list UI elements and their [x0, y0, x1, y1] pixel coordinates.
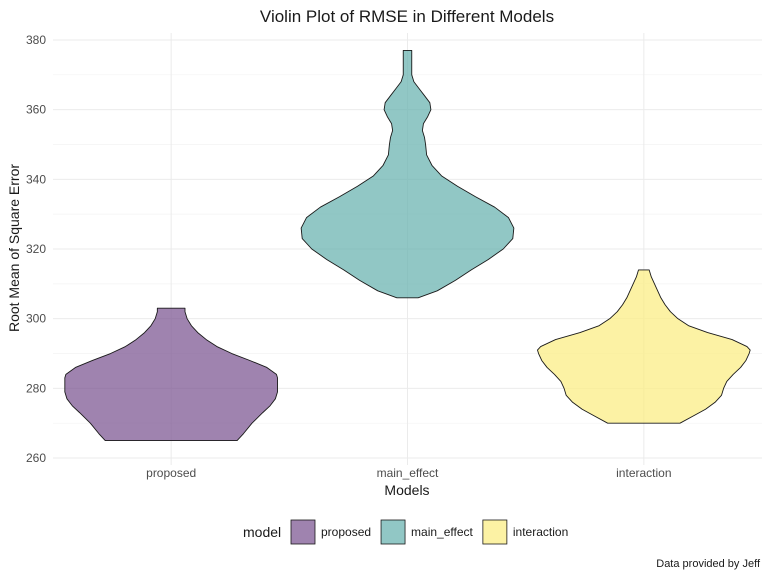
- violin-interaction: [537, 269, 751, 424]
- legend-key-proposed: [290, 519, 316, 545]
- y-tick-label: 320: [26, 242, 46, 256]
- x-axis-ticks: proposed main_effect interaction: [146, 466, 671, 480]
- legend-items: proposed main_effect interaction: [290, 519, 568, 545]
- y-axis-title: Root Mean of Square Error: [6, 164, 22, 332]
- violin-proposed: [64, 307, 278, 442]
- y-axis-ticks: 260 280 300 320 340 360 380: [26, 33, 46, 465]
- legend-label-proposed: proposed: [321, 525, 371, 539]
- y-tick-label: 280: [26, 381, 46, 395]
- x-axis-title: Models: [384, 482, 429, 498]
- x-tick-label: proposed: [146, 466, 196, 480]
- violin-main_effect: [300, 49, 515, 299]
- legend-title: model: [243, 524, 281, 540]
- y-tick-label: 380: [26, 33, 46, 47]
- violins: [64, 49, 751, 442]
- caption: Data provided by Jeff: [656, 558, 761, 570]
- y-tick-label: 300: [26, 312, 46, 326]
- x-tick-label: interaction: [616, 466, 671, 480]
- legend-label-interaction: interaction: [513, 525, 568, 539]
- legend-label-main_effect: main_effect: [411, 525, 473, 539]
- x-tick-label: main_effect: [377, 466, 439, 480]
- y-tick-label: 360: [26, 103, 46, 117]
- legend: model proposed main_effect interaction: [243, 519, 568, 545]
- y-tick-label: 260: [26, 451, 46, 465]
- legend-key-main_effect: [380, 519, 406, 545]
- chart-title: Violin Plot of RMSE in Different Models: [260, 7, 554, 26]
- y-tick-label: 340: [26, 172, 46, 186]
- legend-key-interaction: [482, 519, 508, 545]
